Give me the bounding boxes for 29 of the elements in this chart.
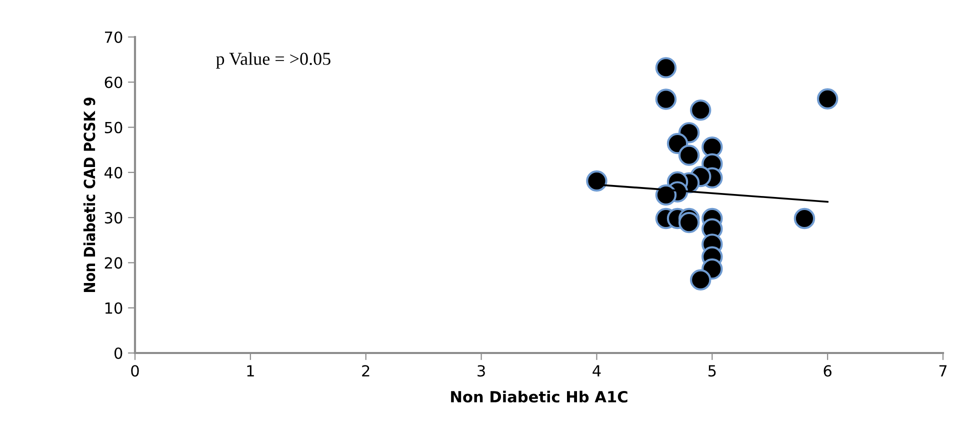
point [678,144,700,166]
x-tick-label: 0 [131,365,139,377]
y-tick-label: 40 [104,166,122,178]
x-tick-label: 2 [362,365,370,376]
y-tick-label: 70 [105,31,122,44]
point [655,57,677,78]
y-tick-label: 50 [104,122,122,134]
y-tick-label: 20 [104,257,122,269]
x-tick-label: 3 [478,365,485,377]
y-tick-label: 0 [114,347,122,360]
annotation: p Value = >0.05 [216,52,330,69]
x-tick-label: 7 [939,365,947,376]
point [794,208,816,230]
point [655,88,677,110]
x-axis-title: Non Diabetic Hb A1C [451,390,628,403]
y-tick-label: 10 [105,302,122,314]
y-tick-label: 60 [104,76,122,88]
x-tick-label: 1 [247,365,254,376]
point [816,88,838,110]
x-tick-label: 4 [592,365,601,376]
x-tick-label: 6 [824,365,832,377]
point [690,269,712,290]
y-axis-title: Non Diabetic CAD PCSK 9 [83,98,96,292]
point [678,212,700,234]
point [690,100,712,121]
x-tick-label: 5 [708,365,716,377]
y-tick-label: 30 [104,212,122,224]
point [655,184,677,206]
point [586,170,608,192]
